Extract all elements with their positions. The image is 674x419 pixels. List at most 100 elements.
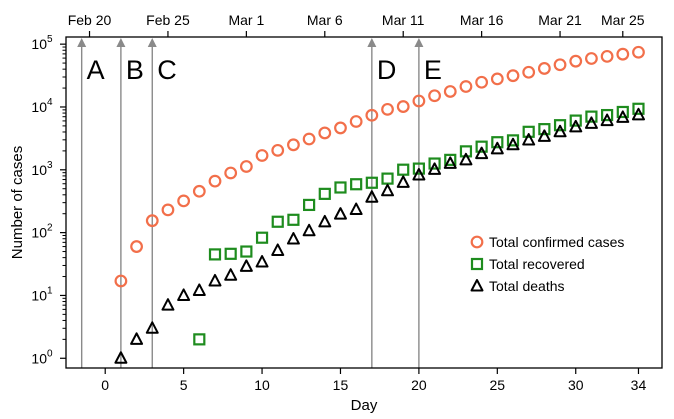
y-tick-label: 103: [31, 160, 53, 178]
data-point: [145, 321, 159, 334]
data-point: [271, 143, 285, 157]
data-point: [208, 174, 222, 188]
data-point: [365, 176, 378, 189]
top-tick-label: Mar 16: [460, 12, 504, 28]
data-point: [192, 184, 206, 198]
data-point: [600, 113, 614, 127]
x-tick-label: 10: [254, 377, 270, 393]
x-tick-label: 5: [180, 377, 188, 393]
x-tick-label: 34: [631, 377, 647, 393]
data-point: [522, 133, 536, 146]
data-point: [287, 213, 300, 226]
data-point: [506, 69, 520, 83]
data-point: [177, 194, 191, 208]
top-tick-label: Feb 20: [68, 12, 112, 28]
data-point: [303, 198, 316, 212]
data-point: [318, 214, 332, 228]
data-point: [224, 247, 237, 260]
data-point: [569, 54, 583, 68]
top-tick-label: Mar 1: [228, 12, 264, 28]
data-point: [601, 108, 614, 122]
data-point: [396, 175, 410, 188]
top-tick-label: Mar 11: [382, 12, 425, 28]
x-tick-label: 0: [101, 377, 109, 393]
data-point: [412, 162, 425, 175]
x-tick-label: 25: [490, 377, 506, 393]
data-point: [538, 123, 551, 136]
data-point: [428, 157, 441, 170]
data-point: [631, 107, 645, 121]
series-total-deaths: [114, 107, 645, 364]
legend: Total confirmed cases Total recovered Tota…: [470, 234, 624, 294]
x-axis: 0 5 10 15 20 25 30 34: [101, 368, 646, 393]
data-point: [569, 119, 583, 133]
data-point: [632, 102, 645, 115]
data-point: [537, 62, 551, 75]
data-point: [255, 149, 269, 162]
data-point: [475, 75, 489, 89]
data-point: [506, 137, 520, 151]
top-tick-label: Mar 21: [538, 12, 582, 28]
data-point: [585, 110, 598, 123]
y-tick-label: 102: [31, 223, 53, 241]
data-point: [350, 178, 363, 191]
data-point: [349, 202, 363, 216]
event-label-c: C: [157, 55, 177, 85]
x-tick-label: 30: [568, 377, 584, 393]
legend-marker: [470, 279, 484, 292]
data-point: [475, 140, 488, 153]
data-point: [632, 45, 645, 59]
event-label-d: D: [377, 55, 397, 85]
data-point: [490, 72, 504, 86]
event-label-b: B: [126, 55, 144, 85]
data-point: [412, 167, 426, 181]
data-point: [397, 163, 410, 176]
data-point: [553, 119, 567, 132]
legend-label: Total confirmed cases: [489, 234, 624, 250]
legend-marker: [470, 235, 484, 249]
event-arrow-b: [116, 38, 126, 47]
x-tick-label: 15: [333, 377, 349, 393]
data-point: [365, 190, 379, 203]
data-point: [114, 351, 128, 364]
data-point: [381, 183, 395, 197]
data-point: [334, 121, 347, 135]
event-arrow-e: [414, 38, 424, 47]
legend-marker: [470, 257, 484, 271]
event-label-e: E: [424, 55, 442, 85]
event-arrow-a: [77, 38, 87, 47]
top-tick-label: Mar 6: [307, 12, 343, 28]
data-point: [130, 332, 144, 345]
data-point: [443, 156, 457, 169]
data-point: [349, 115, 363, 128]
data-point: [145, 214, 159, 228]
data-point: [491, 136, 504, 149]
data-point: [616, 110, 630, 123]
plot-frame: [65, 36, 663, 369]
data-point: [396, 100, 410, 113]
data-point: [192, 283, 206, 296]
data-point: [318, 126, 332, 140]
data-point: [224, 268, 238, 281]
data-point: [193, 333, 206, 346]
data-point: [600, 49, 614, 63]
event-arrow-d: [367, 38, 377, 47]
data-point: [224, 166, 238, 180]
data-point: [506, 134, 520, 147]
data-point: [240, 245, 253, 258]
data-point: [271, 243, 285, 256]
data-point: [334, 181, 347, 194]
data-point: [114, 274, 128, 288]
data-point: [287, 138, 300, 152]
data-point: [585, 52, 598, 65]
y-axis-label: Number of cases: [9, 146, 26, 259]
top-tick-label: Feb 25: [146, 12, 190, 28]
data-point: [381, 102, 394, 116]
data-point: [177, 288, 191, 301]
data-point: [208, 273, 222, 287]
data-point: [428, 89, 441, 103]
data-point: [302, 132, 316, 146]
